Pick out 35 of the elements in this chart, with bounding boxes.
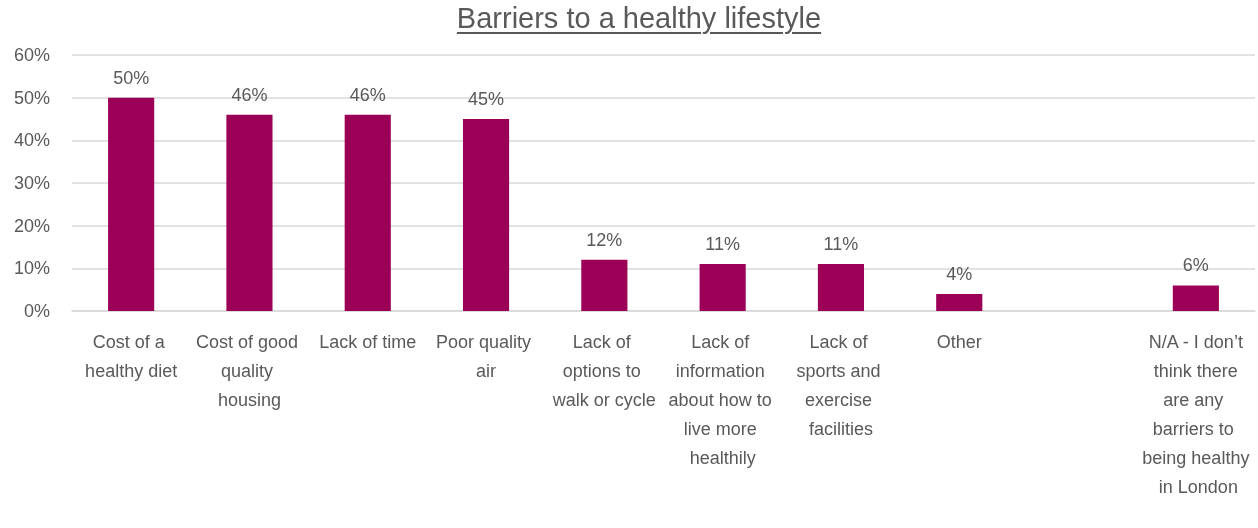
data-label: 46%: [231, 84, 268, 105]
y-tick-label: 50%: [13, 87, 50, 108]
x-tick-label: Other: [936, 331, 982, 352]
y-tick-label: 40%: [13, 130, 50, 151]
bar: [108, 97, 155, 311]
x-tick-label: Cost of a healthy diet: [85, 331, 178, 381]
bar: [817, 264, 865, 311]
bar: [344, 114, 391, 311]
x-tick-label: Poor quality air: [436, 331, 537, 381]
x-tick-label: Lack of sports and exercise facilities: [796, 331, 886, 439]
data-label: 45%: [468, 89, 505, 109]
data-label: 4%: [946, 263, 973, 284]
x-tick-label: Lack of time: [319, 331, 417, 352]
data-label: 11%: [705, 234, 740, 255]
data-label: 12%: [586, 229, 623, 250]
bar: [936, 293, 983, 311]
x-tick-label: Lack of information about how to live more healthily: [668, 331, 777, 468]
data-label: 6%: [1182, 255, 1209, 276]
y-tick-label: 20%: [13, 215, 50, 236]
y-tick-label: 0%: [23, 301, 50, 321]
bar: [699, 264, 746, 311]
bar: [462, 119, 510, 311]
y-tick-label: 30%: [13, 173, 50, 193]
bar: [226, 114, 273, 311]
x-tick-label: N/A - I don’t think there are any barriers to being healthy in London: [1142, 331, 1250, 497]
x-tick-label: Lack of options to walk or cycle: [551, 331, 656, 410]
data-label: 46%: [349, 84, 386, 105]
data-label: 50%: [113, 67, 150, 88]
chart-title: Barriers to a healthy lifestyle: [456, 2, 822, 34]
bar: [581, 259, 628, 311]
y-tick-label: 10%: [13, 258, 50, 279]
data-label: 11%: [823, 234, 859, 255]
x-tick-label: Cost of good quality housing: [195, 331, 303, 410]
y-tick-label: 60%: [13, 45, 50, 65]
bar: [1172, 285, 1219, 311]
